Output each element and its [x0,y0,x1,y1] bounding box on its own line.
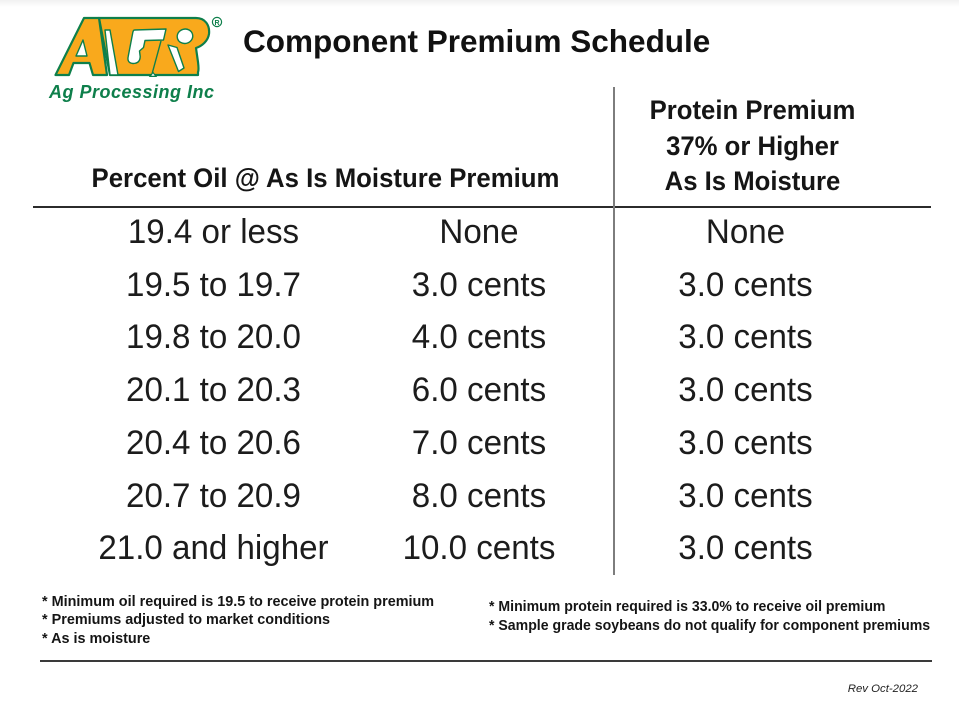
svg-text:R: R [214,20,219,27]
